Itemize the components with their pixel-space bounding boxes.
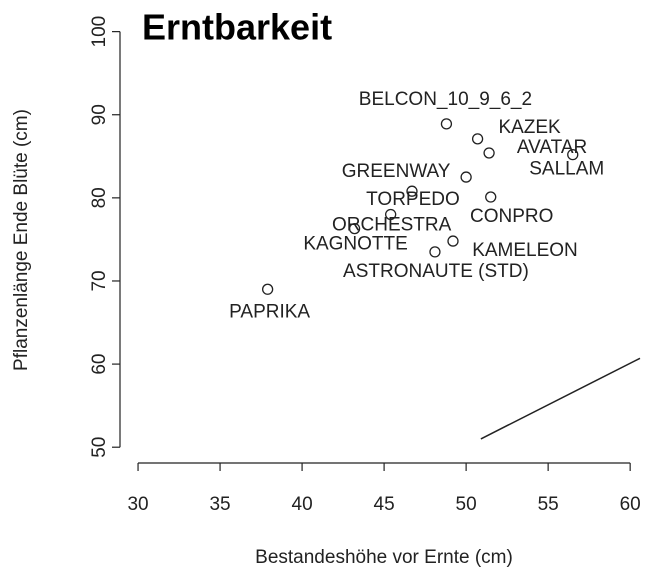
point <box>261 283 274 295</box>
point <box>483 147 495 159</box>
x-tick-label: 45 <box>374 494 395 515</box>
y-tick-label: 60 <box>89 354 110 375</box>
point-label: ASTRONAUTE (STD) <box>343 261 529 282</box>
x-tick-label: 30 <box>127 494 148 515</box>
y-tick-label: 70 <box>89 270 110 291</box>
x-tick-label: 50 <box>456 494 477 515</box>
x-tick-label: 55 <box>538 494 559 515</box>
x-tick-label: 40 <box>292 494 313 515</box>
chart-title: Erntbarkeit <box>142 7 332 48</box>
point <box>348 222 361 235</box>
point-label: SALLAM <box>529 159 604 180</box>
point-label: PAPRIKA <box>229 301 310 322</box>
point <box>429 246 441 258</box>
point <box>567 148 579 161</box>
point-label: BELCON_10_9_6_2 <box>359 89 532 110</box>
x-tick-label: 35 <box>209 494 230 515</box>
point <box>447 235 459 247</box>
y-tick-label: 80 <box>89 187 110 208</box>
y-axis-label: Pflanzenlänge Ende Blüte (cm) <box>11 109 32 371</box>
point-label: KAZEK <box>498 117 561 138</box>
trend-line <box>480 357 641 440</box>
x-axis-label: Bestandeshöhe vor Ernte (cm) <box>255 547 513 568</box>
point-label: KAGNOTTE <box>303 234 408 255</box>
point <box>440 118 453 130</box>
point-label: GREENWAY <box>342 161 451 182</box>
point-label: CONPRO <box>470 206 553 227</box>
point-label: ORCHESTRA <box>332 214 452 235</box>
y-tick-label: 50 <box>89 437 110 458</box>
point-label: TORPEDO <box>366 189 460 210</box>
y-tick-label: 100 <box>89 16 110 48</box>
point <box>460 171 472 183</box>
point <box>485 191 497 203</box>
point-label: KAMELEON <box>472 240 578 261</box>
point <box>406 185 418 197</box>
point-label: AVATAR <box>517 137 587 158</box>
point <box>385 208 397 221</box>
point <box>471 133 484 145</box>
x-tick-label: 60 <box>620 494 641 515</box>
y-tick-label: 90 <box>89 104 110 125</box>
